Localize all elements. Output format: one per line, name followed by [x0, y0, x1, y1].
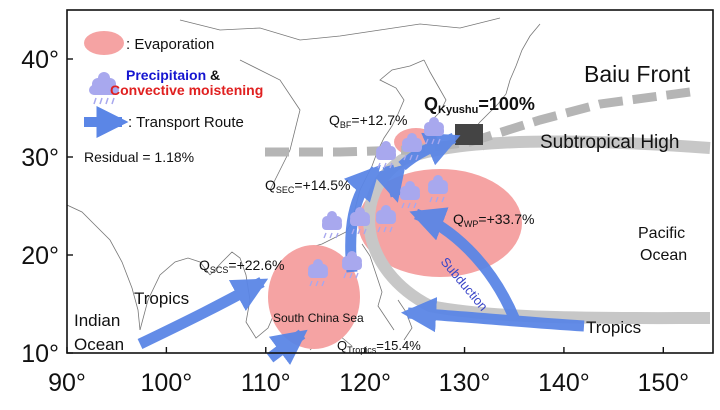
tropics-left-label: Tropics	[134, 289, 189, 308]
q-scs-val: =+22.6%	[228, 257, 284, 273]
cloud-icon	[308, 259, 328, 287]
baiu-front-label: Baiu Front	[584, 61, 691, 87]
tropics-south-transport-arrow	[266, 329, 308, 365]
wp-branch-transport-arrow	[371, 164, 406, 203]
y-tick-label: 30°	[21, 144, 59, 172]
transport-arrows	[137, 132, 585, 365]
indian-label: Indian	[74, 311, 120, 330]
legend-cloud-icon	[89, 72, 119, 105]
q-wp-label: QWP=+33.7%	[453, 211, 534, 229]
y-tick-label: 20°	[21, 242, 59, 270]
indian-ocean-transport-arrow	[137, 277, 269, 349]
tropics-right-label: Tropics	[586, 318, 641, 337]
q-sec-sub: SEC	[276, 185, 295, 195]
pacific-label: Pacific	[638, 225, 685, 242]
x-tick-label: 110°	[241, 369, 291, 397]
q-kyushu-q: Q	[424, 94, 438, 114]
x-tick-label: 130°	[439, 369, 491, 397]
legend-evaporation-label: : Evaporation	[126, 36, 214, 53]
cloud-icon	[376, 205, 396, 233]
kyushu-transport-arrow	[398, 132, 461, 171]
legend-precip-amp: &	[206, 67, 220, 83]
plot-frame	[66, 9, 714, 354]
x-tick-label: 120°	[339, 369, 391, 397]
legend-convective-label: Convective moistening	[110, 82, 263, 98]
q-sec-val: =+14.5%	[294, 177, 350, 193]
kyushu-region-box	[455, 124, 483, 145]
cloud-icon	[400, 181, 420, 209]
legend-precipitation-label: Precipitaion &	[126, 67, 220, 83]
q-bf-val: =+12.7%	[351, 112, 407, 128]
q-wp-q: Q	[453, 211, 464, 227]
cloud-icon	[424, 117, 444, 145]
cloud-icon	[342, 251, 362, 279]
q-wp-val: =+33.7%	[478, 211, 534, 227]
indian-ocean-label: Ocean	[74, 335, 124, 354]
x-tick-label: 90°	[48, 369, 86, 397]
q-sec-q: Q	[265, 177, 276, 193]
q-tropics-q: Q	[337, 338, 347, 353]
q-wp-sub: WP	[464, 219, 479, 229]
x-tick-label: 150°	[637, 369, 689, 397]
tropics-east-transport-arrow	[400, 297, 585, 333]
q-scs-label: QSCS=+22.6%	[199, 257, 284, 275]
y-tick-label: 10°	[21, 340, 59, 368]
subtropical-high-outline	[363, 135, 711, 325]
x-tick-label: 100°	[141, 369, 193, 397]
q-scs-sub: SCS	[210, 265, 229, 275]
y-tick-label: 40°	[21, 46, 59, 74]
legend-precip-blue: Precipitaion	[126, 67, 206, 83]
q-kyushu-sub: Kyushu	[438, 104, 478, 116]
cloud-icon	[402, 133, 422, 161]
q-tropics-sub: Tropics	[347, 345, 377, 355]
pacific-ocean-label: Ocean	[640, 247, 687, 264]
q-bf-label: QBF=+12.7%	[329, 112, 407, 130]
cloud-icon	[376, 141, 396, 169]
legend-evaporation-swatch	[84, 31, 124, 55]
q-kyushu-label: QKyushu=100%	[424, 94, 535, 116]
precipitation-clouds	[89, 72, 448, 287]
cloud-icon	[322, 211, 342, 239]
residual-label: Residual = 1.18%	[84, 149, 194, 165]
q-scs-q: Q	[199, 257, 210, 273]
legend-transport-label: : Transport Route	[128, 114, 244, 131]
q-kyushu-val: =100%	[478, 94, 535, 114]
q-bf-sub: BF	[340, 120, 352, 130]
south-china-sea-label: South China Sea	[273, 311, 364, 325]
cloud-icon	[428, 175, 448, 203]
axis-ticks: 90° 100° 110° 120° 130° 140° 150° 10° 20° 30° 40°	[21, 46, 689, 397]
q-sec-label: QSEC=+14.5%	[265, 177, 350, 195]
subduction-transport-arrow	[409, 207, 521, 323]
q-tropics-label: QTropics=15.4%	[337, 338, 421, 355]
cloud-icon	[350, 207, 370, 235]
q-tropics-val: =15.4%	[376, 338, 421, 353]
subtropical-high-label: Subtropical High	[540, 132, 679, 153]
scs-evaporation-ellipse	[268, 245, 360, 349]
x-tick-label: 140°	[538, 369, 590, 397]
q-bf-q: Q	[329, 112, 340, 128]
